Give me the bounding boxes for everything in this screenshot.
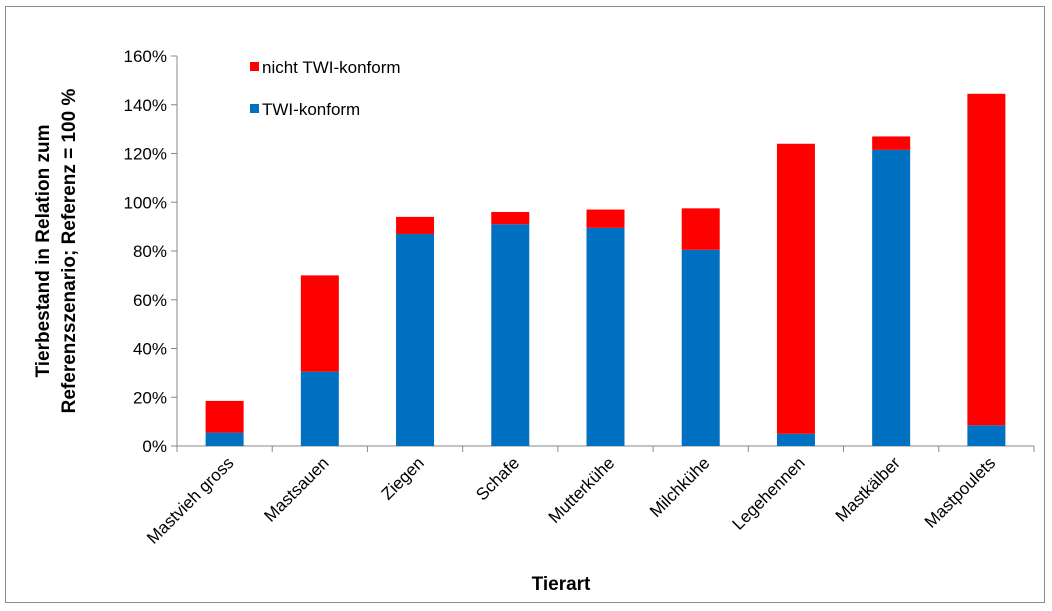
legend-swatch [250,62,259,71]
x-tick-label: Mastsauen [260,453,332,525]
x-tick-label: Mastpoulets [921,453,999,531]
x-axis: Mastvieh gross Mastsauen Ziegen Schafe Mutte… [143,445,1035,548]
y-tick-label: 60% [133,291,167,310]
y-tick-label: 0% [142,437,167,456]
bar-nicht-twi-konform [491,212,530,225]
bar-twi-konform [396,233,435,446]
bar-nicht-twi-konform [872,136,911,150]
bar-twi-konform [205,432,244,446]
bar-nicht-twi-konform [300,275,339,372]
x-tick-label: Mastvieh gross [143,453,237,547]
bar-twi-konform [300,371,339,446]
x-axis-title: Tierart [532,574,591,595]
x-tick-label: Mutterkühe [545,453,619,527]
y-tick-label: 120% [124,145,167,164]
bar-nicht-twi-konform [396,216,435,234]
x-tick-label: Legehennen [728,453,808,533]
y-axis-title-line-2: Referenzszenario; Referenz = 100 % [59,89,80,414]
x-tick-label: Schafe [472,453,523,504]
x-tick-label: Milchkühe [646,453,714,521]
legend-label: nicht TWI-konform [262,58,401,77]
bar-twi-konform [586,227,625,446]
y-axis: 0% 20% 40% 60% 80% 100% 120% 140% 160% [124,47,178,456]
y-tick-label: 160% [124,47,167,66]
y-axis-title-line-1: Tierbestand in Relation zum [33,124,54,377]
bar-twi-konform [967,425,1006,446]
bar-twi-konform [491,224,530,446]
bar-nicht-twi-konform [205,400,244,433]
legend-swatch [250,104,259,113]
x-tick-label: Mastkälber [832,453,904,525]
bar-twi-konform [681,249,720,446]
bar-nicht-twi-konform [681,208,720,250]
bar-nicht-twi-konform [586,209,625,228]
bars [205,93,1006,446]
y-tick-label: 80% [133,242,167,261]
y-tick-label: 40% [133,340,167,359]
y-tick-label: 140% [124,96,167,115]
legend-label: TWI-konform [262,100,360,119]
bar-nicht-twi-konform [967,93,1006,426]
bar-nicht-twi-konform [776,143,815,434]
legend: nicht TWI-konform TWI-konform [250,58,401,119]
bar-twi-konform [872,149,911,446]
bar-twi-konform [776,433,815,446]
y-tick-label: 100% [124,193,167,212]
y-tick-label: 20% [133,388,167,407]
x-tick-label: Ziegen [378,453,428,503]
